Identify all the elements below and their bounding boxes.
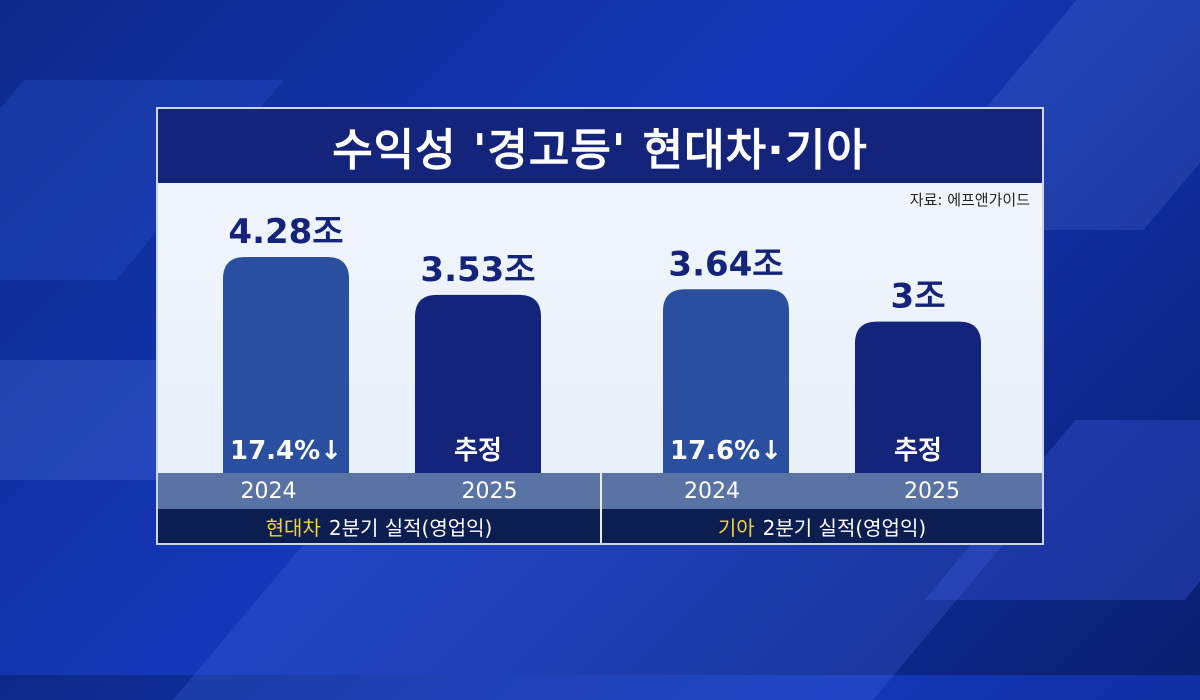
year-group-hyundai: 2024 2025 <box>158 473 600 509</box>
value-label: 3.64조 <box>668 244 783 284</box>
year-group-kia: 2024 2025 <box>600 473 1042 509</box>
year-label: 2024 <box>684 478 740 504</box>
chart-title: 수익성 '경고등' 현대차·기아 <box>332 125 868 176</box>
title-bar: 수익성 '경고등' 현대차·기아 <box>158 109 1042 183</box>
caption-text: 2분기 실적(영업익) <box>762 515 927 540</box>
bar-기아-2024 <box>663 289 789 473</box>
bar-기아-2025 <box>855 321 981 473</box>
year-label: 2025 <box>461 478 518 504</box>
value-label: 3조 <box>891 277 946 317</box>
year-label: 2024 <box>240 478 297 504</box>
inner-label: 추정 <box>894 436 942 466</box>
chart-panel: 수익성 '경고등' 현대차·기아 자료: 에프앤가이드 4.28조 17.4%↓ 3… <box>156 107 1044 545</box>
value-label: 3.53조 <box>420 250 535 290</box>
value-label: 4.28조 <box>228 212 343 252</box>
bar-현대차-2025 <box>415 294 541 473</box>
inner-label: 17.4%↓ <box>230 436 342 466</box>
inner-label: 추정 <box>454 436 502 466</box>
company-name: 기아 <box>717 515 755 540</box>
caption-kia: 기아 2분기 실적(영업익) <box>600 509 1042 543</box>
caption-text: 2분기 실적(영업익) <box>328 515 493 540</box>
year-axis: 2024 2025 2024 2025 <box>158 473 1042 509</box>
year-label: 2025 <box>904 478 960 504</box>
caption-hyundai: 현대차 2분기 실적(영업익) <box>158 509 600 543</box>
company-name: 현대차 <box>265 515 321 540</box>
bar-현대차-2024 <box>223 257 349 473</box>
inner-label: 17.6%↓ <box>670 436 782 466</box>
caption-row: 현대차 2분기 실적(영업익) 기아 2분기 실적(영업익) <box>158 509 1042 543</box>
source-label: 자료: 에프앤가이드 <box>909 191 1030 209</box>
